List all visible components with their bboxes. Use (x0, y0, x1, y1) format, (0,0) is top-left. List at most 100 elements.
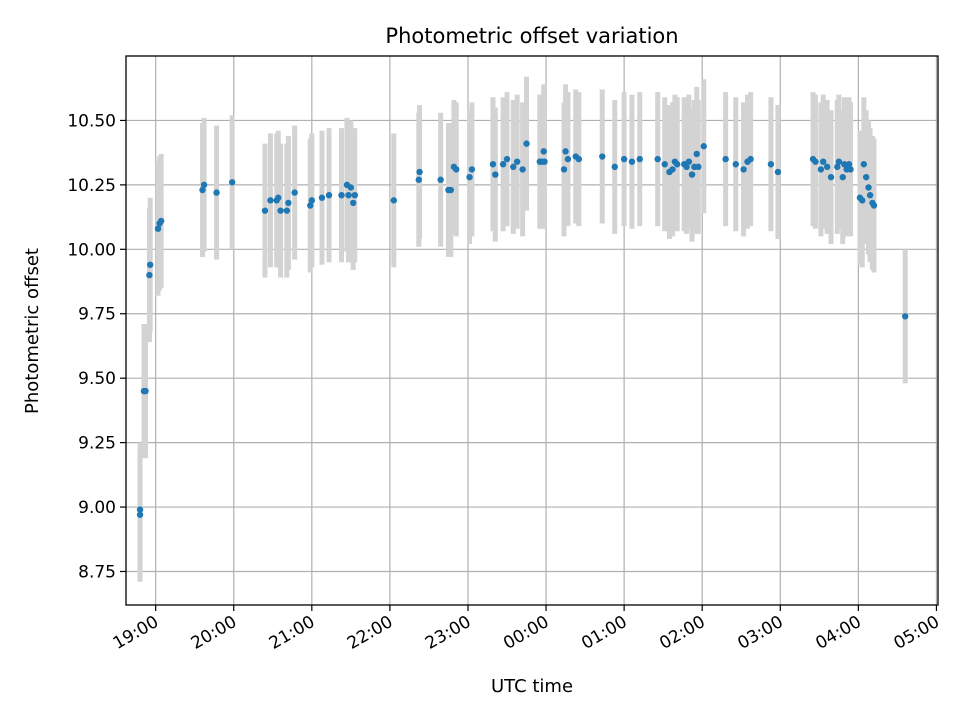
data-point (513, 158, 521, 165)
data-point (866, 191, 874, 199)
data-point (722, 155, 729, 163)
data-point (307, 202, 314, 209)
data-point (291, 189, 298, 196)
y-tick-label: 9.50 (78, 369, 116, 389)
data-point (560, 166, 568, 173)
data-point (147, 261, 154, 268)
data-point (503, 155, 511, 163)
data-point (146, 271, 153, 279)
data-point (350, 199, 357, 207)
x-axis-title: UTC time (491, 676, 573, 697)
data-point (834, 163, 841, 171)
data-point (654, 155, 661, 163)
data-point (213, 189, 220, 196)
y-tick-label: 10.25 (67, 176, 116, 196)
data-point (390, 197, 398, 204)
data-point (437, 176, 444, 183)
data-point (136, 511, 144, 518)
data-point (415, 176, 422, 183)
chart-title: Photometric offset variation (385, 24, 678, 48)
data-point (835, 158, 843, 165)
plot-frame (125, 55, 939, 606)
data-point (700, 143, 707, 150)
data-point (345, 191, 352, 199)
data-point (902, 313, 909, 320)
data-point (140, 387, 148, 395)
data-point (870, 202, 878, 209)
data-point (277, 207, 284, 214)
data-point (674, 161, 681, 168)
y-tick-label: 10.00 (67, 240, 116, 260)
data-point (540, 148, 547, 155)
y-axis-ticks: 8.75 9.00 9.25 9.50 9.75 10.00 10.25 10.50 (67, 111, 126, 582)
data-point (817, 166, 825, 173)
y-tick-label: 10.50 (67, 111, 116, 131)
data-point (325, 191, 333, 199)
data-point (683, 163, 690, 171)
data-point (774, 168, 782, 176)
data-point (847, 166, 854, 173)
data-point (468, 166, 476, 173)
data-point (447, 186, 454, 194)
data-point (685, 158, 693, 165)
y-axis-title: Photometric offset (22, 248, 43, 414)
data-point (275, 194, 282, 201)
data-point (599, 153, 606, 160)
data-point (865, 184, 872, 191)
data-point (628, 158, 636, 165)
data-point (859, 197, 866, 204)
data-point (669, 166, 676, 173)
data-point (416, 168, 423, 176)
data-point (200, 181, 208, 189)
data-point (695, 163, 702, 171)
data-point (823, 163, 831, 171)
data-point (519, 166, 526, 173)
data-point (489, 161, 497, 168)
grid-lines (126, 56, 938, 605)
data-point (541, 158, 548, 165)
data-point (466, 173, 473, 181)
data-point (564, 155, 572, 163)
data-point (839, 173, 846, 181)
data-point (620, 155, 628, 163)
data-point (510, 163, 517, 171)
data-point (228, 179, 236, 186)
data-point (575, 155, 583, 163)
data-point (285, 199, 292, 207)
data-point (740, 166, 747, 173)
data-point (267, 197, 274, 204)
data-point (693, 150, 700, 158)
y-tick-label: 8.75 (78, 562, 116, 582)
data-point (747, 155, 754, 163)
data-point (812, 158, 819, 165)
data-points (136, 140, 909, 518)
data-point (820, 158, 827, 165)
data-point (347, 184, 355, 191)
data-point (562, 148, 569, 155)
data-point (611, 163, 618, 171)
data-point (827, 173, 835, 181)
data-point (688, 171, 696, 178)
data-point (338, 191, 345, 199)
data-point (636, 155, 643, 163)
data-point (523, 140, 530, 147)
data-point (283, 207, 291, 214)
data-point (767, 161, 775, 168)
data-point (841, 161, 848, 168)
data-point (661, 161, 668, 168)
data-point (157, 217, 165, 225)
data-point (862, 173, 870, 181)
data-point (154, 225, 162, 232)
data-point (308, 197, 316, 204)
data-point (199, 186, 206, 194)
y-tick-label: 9.00 (78, 498, 116, 518)
data-point (261, 207, 269, 214)
data-point (860, 161, 868, 168)
data-point (499, 161, 507, 168)
data-point (845, 161, 853, 168)
y-tick-label: 9.25 (78, 434, 116, 454)
data-point (453, 166, 460, 173)
data-point (732, 161, 739, 168)
data-point (318, 194, 326, 201)
